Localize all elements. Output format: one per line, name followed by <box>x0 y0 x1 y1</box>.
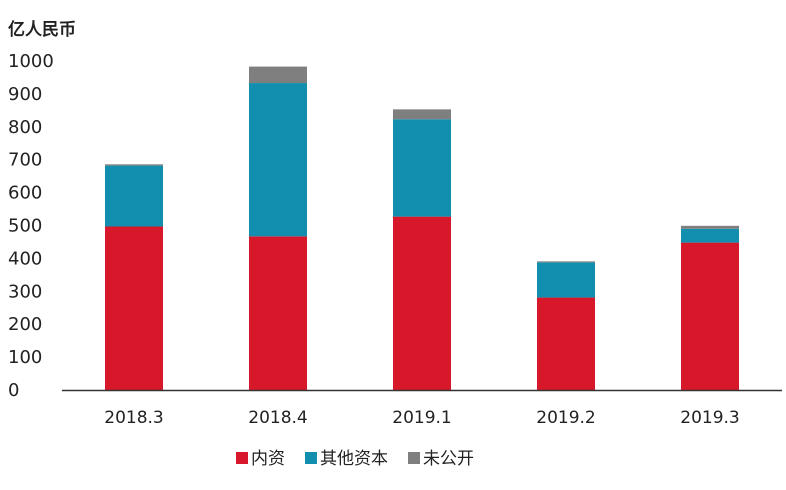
y-tick-label: 100 <box>8 347 42 368</box>
x-tick-label: 2019.2 <box>536 408 595 428</box>
legend: 内资 其他资本 未公开 <box>236 449 474 469</box>
y-tick-label: 300 <box>8 281 42 302</box>
bar-segment <box>249 66 307 84</box>
x-axis-ticks: 2018.3 2018.4 2019.1 2019.2 2019.3 <box>104 408 739 428</box>
bar-segment <box>681 228 739 243</box>
bars-group <box>105 66 739 390</box>
legend-swatch <box>408 452 420 464</box>
bar-segment <box>393 216 451 390</box>
bar-segment <box>537 261 595 263</box>
bar-segment <box>105 226 163 390</box>
bar-segment <box>393 119 451 217</box>
x-tick-label: 2019.3 <box>680 408 739 428</box>
bar-segment <box>105 165 163 227</box>
x-tick-label: 2018.4 <box>248 408 307 428</box>
y-axis-unit-label: 亿人民币 <box>8 19 76 40</box>
bar-segment <box>537 297 595 390</box>
bar-segment <box>249 236 307 390</box>
bar-segment <box>681 242 739 390</box>
y-tick-label: 0 <box>8 380 19 401</box>
bar-segment <box>537 262 595 298</box>
bar-segment <box>393 109 451 120</box>
legend-swatch <box>305 452 317 464</box>
y-tick-label: 500 <box>8 216 42 237</box>
x-tick-label: 2019.1 <box>392 408 451 428</box>
y-tick-label: 200 <box>8 314 42 335</box>
bar-segment <box>249 83 307 237</box>
y-tick-label: 900 <box>8 84 42 105</box>
legend-label: 其他资本 <box>320 449 388 469</box>
legend-swatch <box>236 452 248 464</box>
y-tick-label: 600 <box>8 183 42 204</box>
y-tick-label: 1000 <box>8 51 54 72</box>
y-tick-label: 800 <box>8 117 42 138</box>
bar-segment <box>105 164 163 166</box>
bar-segment <box>681 225 739 229</box>
legend-label: 未公开 <box>423 449 474 469</box>
y-tick-label: 700 <box>8 150 42 171</box>
legend-label: 内资 <box>251 449 285 469</box>
y-tick-label: 400 <box>8 248 42 269</box>
x-tick-label: 2018.3 <box>104 408 163 428</box>
y-axis-ticks: 0 100 200 300 400 500 600 700 800 900 1000 <box>8 51 54 401</box>
